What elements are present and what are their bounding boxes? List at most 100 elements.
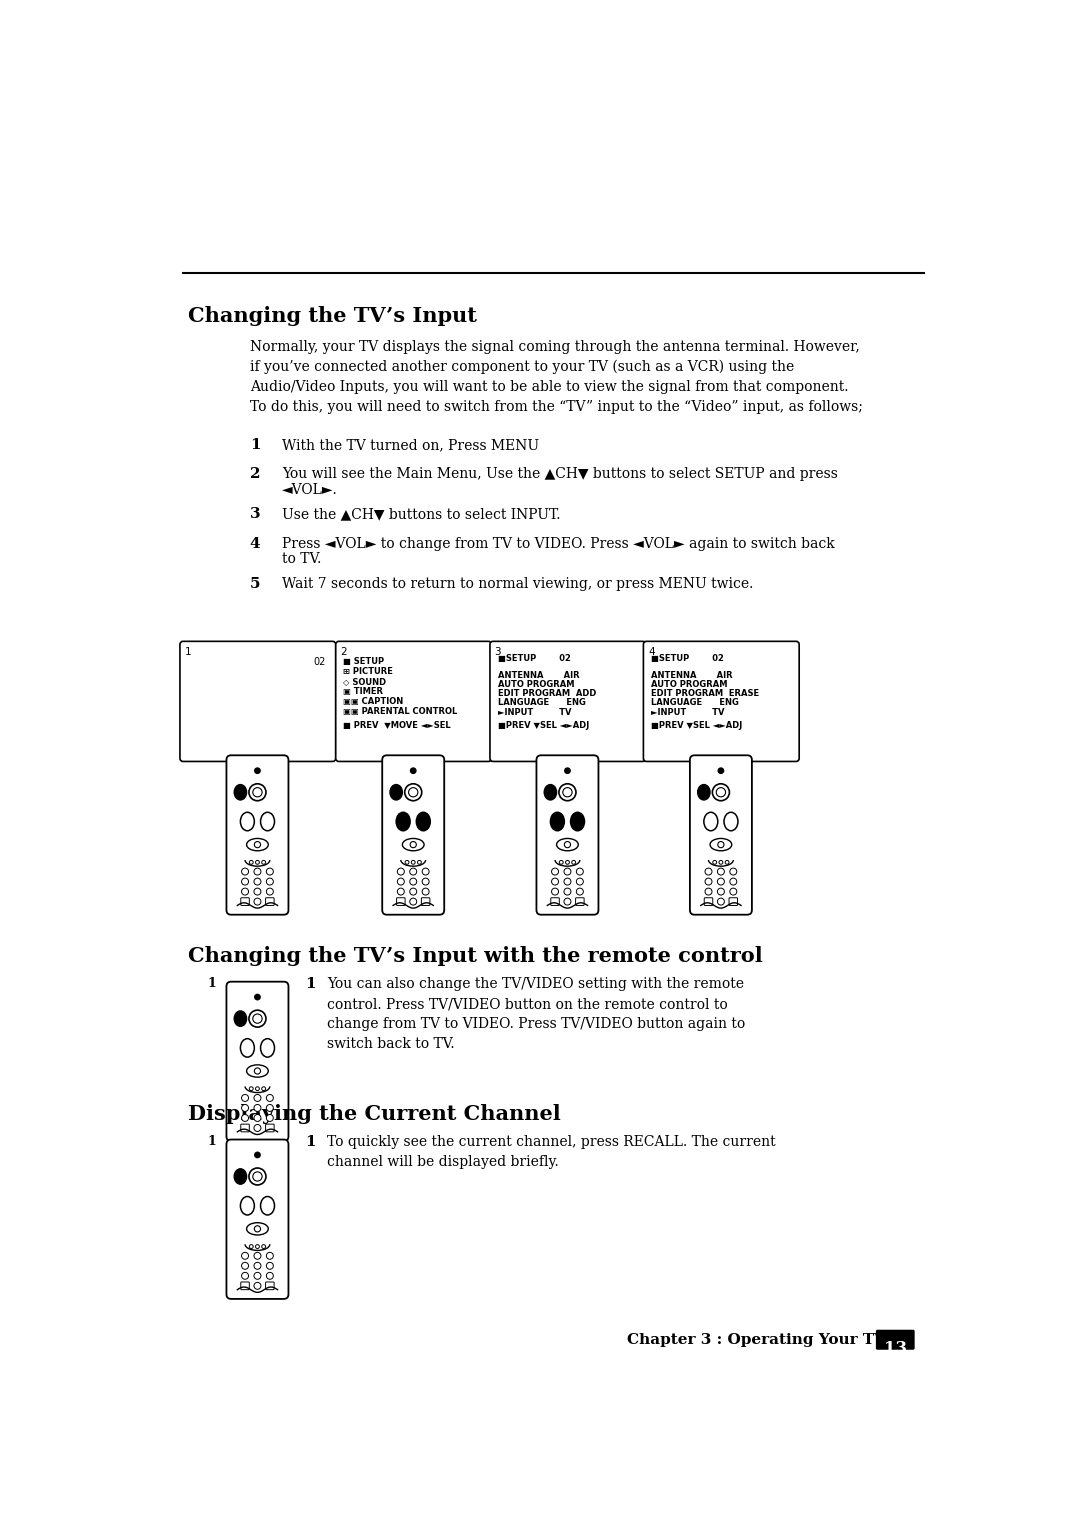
Text: 1: 1 <box>249 438 260 452</box>
Circle shape <box>566 860 569 865</box>
Text: With the TV turned on, Press MENU: With the TV turned on, Press MENU <box>282 438 539 452</box>
FancyBboxPatch shape <box>576 898 584 906</box>
Ellipse shape <box>416 812 430 831</box>
Ellipse shape <box>241 1039 255 1058</box>
Text: 3: 3 <box>249 507 260 521</box>
Text: 1: 1 <box>306 1134 316 1148</box>
FancyBboxPatch shape <box>227 1139 288 1298</box>
Text: 5: 5 <box>249 576 260 590</box>
Circle shape <box>261 1245 266 1248</box>
Circle shape <box>254 1095 261 1101</box>
Circle shape <box>254 1114 261 1122</box>
FancyBboxPatch shape <box>227 756 288 915</box>
Text: ■ SETUP: ■ SETUP <box>343 656 384 665</box>
Ellipse shape <box>390 785 403 800</box>
Circle shape <box>267 1262 273 1269</box>
Circle shape <box>564 888 571 895</box>
Ellipse shape <box>241 812 255 831</box>
Circle shape <box>565 842 570 848</box>
Text: 1: 1 <box>207 1134 216 1148</box>
Circle shape <box>249 860 253 865</box>
Text: 1: 1 <box>185 647 191 656</box>
Circle shape <box>564 878 571 885</box>
Ellipse shape <box>260 1039 274 1058</box>
Text: ▣▣ PARENTAL CONTROL: ▣▣ PARENTAL CONTROL <box>343 707 458 716</box>
Text: ►INPUT         TV: ►INPUT TV <box>498 708 571 716</box>
Ellipse shape <box>403 839 424 851</box>
Circle shape <box>397 868 404 875</box>
FancyBboxPatch shape <box>421 898 430 906</box>
Text: 4: 4 <box>249 537 260 550</box>
Ellipse shape <box>710 839 732 851</box>
FancyBboxPatch shape <box>266 1282 274 1289</box>
Circle shape <box>552 888 558 895</box>
Text: You will see the Main Menu, Use the ▲CH▼ buttons to select SETUP and press: You will see the Main Menu, Use the ▲CH▼… <box>282 468 838 481</box>
Text: Changing the TV’s Input: Changing the TV’s Input <box>188 305 476 325</box>
FancyBboxPatch shape <box>876 1329 915 1349</box>
Circle shape <box>255 768 260 773</box>
Circle shape <box>242 1262 248 1269</box>
Circle shape <box>559 783 576 800</box>
Ellipse shape <box>551 812 565 831</box>
Ellipse shape <box>544 785 556 800</box>
Circle shape <box>717 898 725 904</box>
Circle shape <box>565 768 570 773</box>
Circle shape <box>705 868 712 875</box>
Text: ■ PREV  ▼MOVE ◄►SEL: ■ PREV ▼MOVE ◄►SEL <box>343 722 451 730</box>
Ellipse shape <box>570 812 584 831</box>
Circle shape <box>267 1104 273 1111</box>
Ellipse shape <box>556 839 578 851</box>
Circle shape <box>571 860 576 865</box>
FancyBboxPatch shape <box>704 898 713 906</box>
FancyBboxPatch shape <box>241 1124 249 1131</box>
Text: ■PREV ▼SEL ◄►ADJ: ■PREV ▼SEL ◄►ADJ <box>498 722 589 730</box>
Circle shape <box>552 878 558 885</box>
Ellipse shape <box>234 785 246 800</box>
Circle shape <box>254 1283 261 1289</box>
FancyBboxPatch shape <box>690 756 752 915</box>
Text: LANGUAGE      ENG: LANGUAGE ENG <box>498 699 585 707</box>
Circle shape <box>713 860 717 865</box>
Text: ■SETUP        02: ■SETUP 02 <box>651 655 724 664</box>
Circle shape <box>713 783 729 800</box>
Circle shape <box>564 868 571 875</box>
Circle shape <box>552 868 558 875</box>
Text: LANGUAGE      ENG: LANGUAGE ENG <box>651 699 739 707</box>
Ellipse shape <box>246 839 268 851</box>
Circle shape <box>242 1272 248 1279</box>
Text: ▣ TIMER: ▣ TIMER <box>343 687 383 696</box>
Circle shape <box>248 783 266 800</box>
Circle shape <box>397 878 404 885</box>
FancyBboxPatch shape <box>241 898 249 906</box>
Text: Wait 7 seconds to return to normal viewing, or press MENU twice.: Wait 7 seconds to return to normal viewi… <box>282 576 754 590</box>
Circle shape <box>718 768 724 773</box>
Circle shape <box>254 1272 261 1279</box>
Text: 1: 1 <box>306 977 316 990</box>
Text: 1: 1 <box>207 977 216 990</box>
Circle shape <box>249 1087 253 1090</box>
Circle shape <box>410 768 416 773</box>
Text: ►INPUT         TV: ►INPUT TV <box>651 708 725 716</box>
FancyBboxPatch shape <box>336 641 491 762</box>
Circle shape <box>422 868 429 875</box>
Circle shape <box>418 860 421 865</box>
Text: ◄VOL►.: ◄VOL►. <box>282 483 338 497</box>
Circle shape <box>267 888 273 895</box>
FancyBboxPatch shape <box>266 1124 274 1131</box>
Circle shape <box>255 1069 260 1075</box>
Circle shape <box>411 860 415 865</box>
FancyBboxPatch shape <box>551 898 559 906</box>
Ellipse shape <box>241 1197 255 1216</box>
Text: Chapter 3 : Operating Your TV: Chapter 3 : Operating Your TV <box>627 1332 886 1348</box>
Circle shape <box>559 860 563 865</box>
Circle shape <box>249 1245 253 1248</box>
Text: ▣▣ CAPTION: ▣▣ CAPTION <box>343 698 404 705</box>
Circle shape <box>719 860 723 865</box>
Circle shape <box>409 878 417 885</box>
Text: Displaying the Current Channel: Displaying the Current Channel <box>188 1104 561 1124</box>
Ellipse shape <box>246 1223 268 1236</box>
FancyBboxPatch shape <box>266 898 274 906</box>
Ellipse shape <box>260 812 274 831</box>
Text: AUTO PROGRAM: AUTO PROGRAM <box>498 679 575 688</box>
FancyBboxPatch shape <box>644 641 799 762</box>
